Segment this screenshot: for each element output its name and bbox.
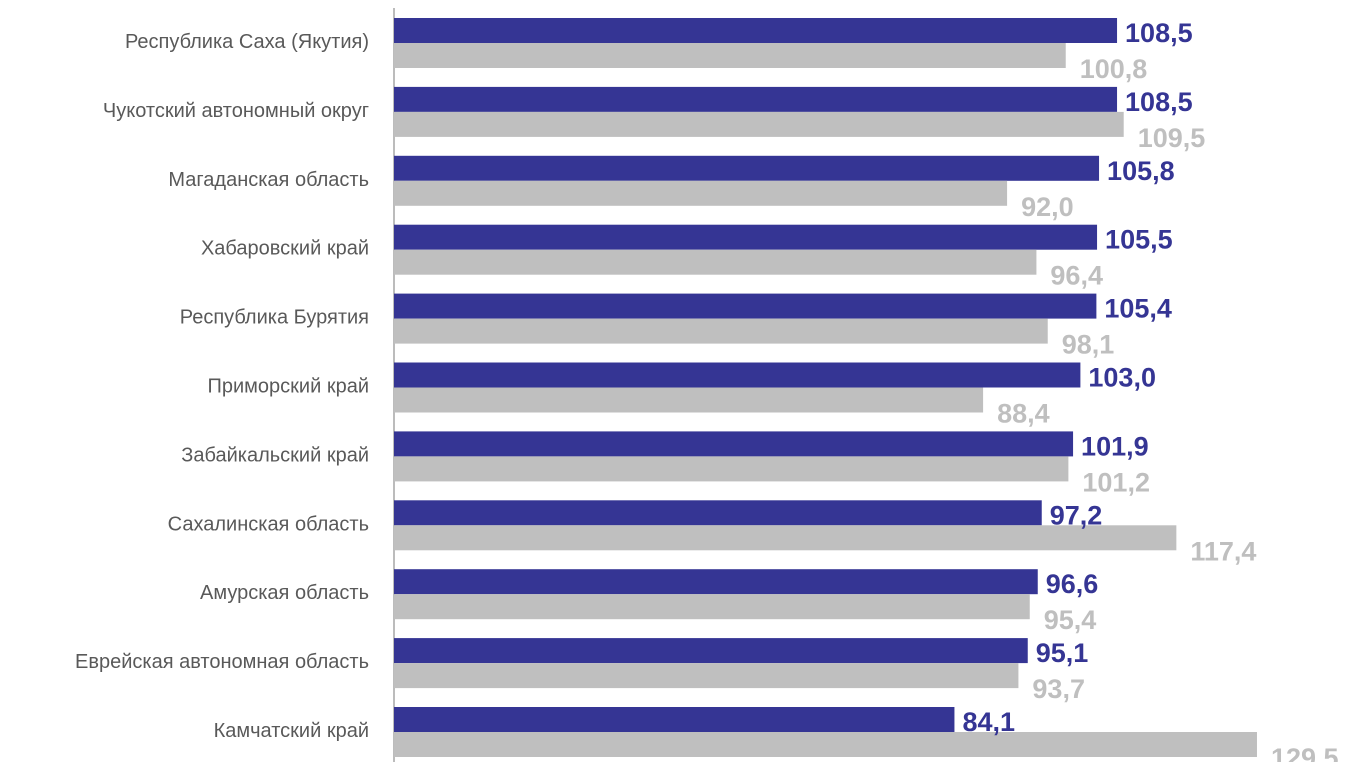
category-label: Забайкальский край [181,444,369,466]
bar-series-1 [394,155,1100,181]
bar-series-2 [394,594,1030,620]
value-label-series-2: 117,4 [1190,536,1256,566]
category-label: Амурская область [200,582,369,604]
bar-series-1 [394,638,1028,664]
category-label: Камчатский край [214,720,369,742]
value-label-series-1: 103,0 [1088,363,1156,393]
category-label: Чукотский автономный округ [103,100,369,122]
value-label-series-2: 93,7 [1032,674,1085,704]
value-label-series-1: 97,2 [1050,500,1103,530]
bar-series-1 [394,500,1042,526]
value-label-series-2: 101,2 [1082,467,1150,497]
bar-series-2 [394,180,1008,206]
value-label-series-2: 100,8 [1080,54,1148,84]
value-label-series-1: 96,6 [1046,569,1099,599]
bar-series-1 [394,293,1097,319]
category-label: Еврейская автономная область [75,651,369,673]
value-label-series-2: 95,4 [1044,605,1097,635]
value-label-series-1: 105,4 [1104,294,1172,324]
value-label-series-1: 95,1 [1036,638,1089,668]
category-label: Хабаровский край [201,238,369,260]
value-label-series-2: 98,1 [1062,330,1115,360]
bar-series-2 [394,387,984,413]
bar-series-2 [394,732,1257,757]
bar-series-1 [394,431,1074,457]
value-label-series-2: 129,5 [1271,743,1339,762]
bar-series-1 [394,569,1038,595]
value-label-series-2: 88,4 [997,399,1050,429]
bar-series-2 [394,111,1124,137]
bar-series-2 [394,663,1019,689]
value-label-series-1: 84,1 [962,707,1015,737]
bar-series-2 [394,249,1037,275]
bar-series-2 [394,456,1069,482]
value-label-series-2: 109,5 [1138,123,1206,153]
bar-series-1 [394,18,1118,43]
category-label: Республика Саха (Якутия) [125,31,369,53]
value-label-series-2: 96,4 [1050,261,1103,291]
bar-series-1 [394,707,955,732]
bar-series-2 [394,525,1177,551]
bar-series-1 [394,86,1118,112]
value-label-series-1: 101,9 [1081,431,1149,461]
value-label-series-1: 105,5 [1105,225,1173,255]
value-label-series-1: 105,8 [1107,156,1175,186]
category-label: Приморский край [208,376,369,398]
bar-series-1 [394,362,1081,388]
category-label: Сахалинская область [168,513,369,535]
bar-series-2 [394,43,1066,68]
bar-series-2 [394,318,1048,344]
value-label-series-2: 92,0 [1021,192,1074,222]
category-label: Республика Бурятия [180,307,369,329]
category-label: Магаданская область [168,169,369,191]
value-label-series-1: 108,5 [1125,87,1193,117]
value-label-series-1: 108,5 [1125,18,1193,48]
bar-series-1 [394,224,1098,250]
